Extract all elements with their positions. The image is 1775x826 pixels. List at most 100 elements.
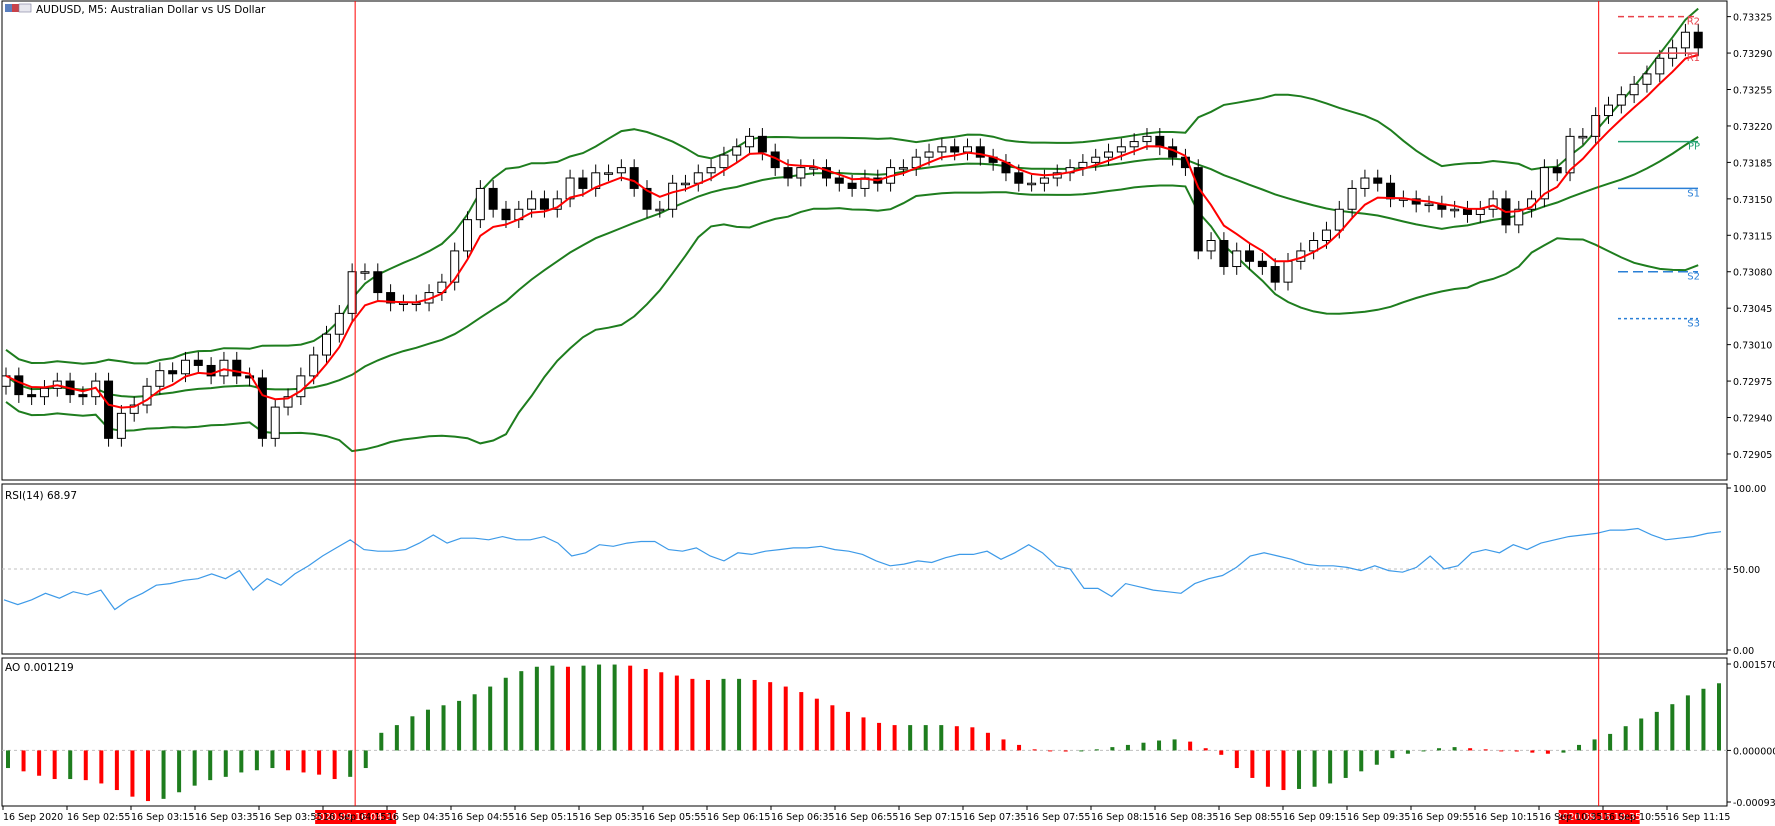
ao-bar bbox=[348, 750, 353, 777]
price-tick-label: 0.73185 bbox=[1733, 158, 1772, 169]
rsi-tick-label: 100.00 bbox=[1733, 484, 1766, 495]
time-tick-label: 16 Sep 04:15 bbox=[323, 812, 386, 823]
candle bbox=[1232, 250, 1242, 268]
candle bbox=[1014, 172, 1024, 184]
ao-bar bbox=[1437, 748, 1442, 751]
ao-bar bbox=[1172, 739, 1177, 751]
ao-bar bbox=[1343, 750, 1348, 778]
time-tick-label: 16 Sep 04:55 bbox=[451, 812, 514, 823]
candle bbox=[1155, 135, 1165, 148]
candle bbox=[745, 135, 755, 148]
ao-bar bbox=[1110, 747, 1115, 751]
candle bbox=[257, 377, 267, 439]
ao-bar bbox=[721, 678, 726, 751]
candle bbox=[206, 364, 216, 377]
candle bbox=[1565, 135, 1575, 174]
ao-bar bbox=[1654, 711, 1659, 751]
ao-bar bbox=[1141, 742, 1146, 751]
ao-bar bbox=[21, 750, 26, 772]
chart-window-icon-c bbox=[18, 3, 32, 13]
time-tick-label: 16 Sep 07:15 bbox=[899, 812, 962, 823]
time-tick-label: 16 Sep 11:15 bbox=[1667, 812, 1730, 823]
candles-layer bbox=[1, 23, 1703, 447]
ao-bar bbox=[674, 675, 679, 751]
ao-bar bbox=[6, 750, 10, 769]
ao-bar bbox=[379, 732, 384, 751]
ao-bar bbox=[1001, 739, 1006, 751]
time-tick-label: 16 Sep 10:55 bbox=[1603, 812, 1666, 823]
candle bbox=[1193, 167, 1203, 252]
ao-bar bbox=[1017, 744, 1022, 751]
time-tick-label: 16 Sep 06:55 bbox=[835, 812, 898, 823]
ao-bar bbox=[1032, 749, 1037, 751]
candle bbox=[1309, 240, 1319, 252]
candle bbox=[1283, 260, 1293, 283]
ema-line bbox=[5, 54, 1699, 409]
ao-bar bbox=[130, 750, 135, 797]
candle bbox=[565, 177, 575, 200]
title-bar: AUDUSD, M5: Australian Dollar vs US Doll… bbox=[5, 3, 266, 16]
candle bbox=[1257, 260, 1267, 268]
vertical-lines[interactable]: 2020.09.16 04:30 2020.09.16 10:35 bbox=[313, 1, 1641, 824]
candle bbox=[1693, 31, 1703, 49]
ao-bar bbox=[1623, 726, 1628, 751]
candle bbox=[1514, 208, 1524, 226]
pivot-s3-label: S3 bbox=[1687, 319, 1700, 330]
price-tick-label: 0.73150 bbox=[1733, 195, 1772, 206]
ao-bar bbox=[363, 750, 368, 769]
candle bbox=[1373, 177, 1383, 184]
candle bbox=[347, 271, 357, 314]
time-tick-label: 16 Sep 2020 bbox=[3, 812, 63, 823]
time-tick-label: 16 Sep 09:55 bbox=[1411, 812, 1474, 823]
ao-bar bbox=[1094, 749, 1099, 751]
time-tick-label: 16 Sep 02:55 bbox=[67, 812, 130, 823]
time-tick-label: 16 Sep 07:55 bbox=[1027, 812, 1090, 823]
candle bbox=[193, 359, 203, 366]
ao-bar bbox=[1639, 718, 1644, 751]
ao-bar bbox=[690, 678, 695, 751]
ao-bar bbox=[814, 698, 819, 751]
ao-bar bbox=[1079, 750, 1084, 752]
candle bbox=[1321, 229, 1331, 242]
ao-bar bbox=[83, 750, 88, 781]
ao-bar bbox=[1717, 683, 1721, 751]
ao-bar bbox=[939, 725, 944, 751]
candle bbox=[1655, 57, 1665, 75]
candle bbox=[1116, 146, 1126, 153]
ao-bar bbox=[52, 750, 57, 780]
candle bbox=[1039, 177, 1049, 184]
candle bbox=[732, 146, 742, 156]
candle bbox=[821, 167, 831, 179]
ao-bar bbox=[503, 677, 508, 751]
candle bbox=[27, 394, 37, 398]
ao-bar bbox=[1452, 747, 1457, 751]
ao-bar bbox=[1328, 750, 1333, 784]
ao-bar bbox=[705, 679, 710, 751]
candle bbox=[283, 396, 293, 408]
rsi-line bbox=[3, 527, 1722, 611]
ao-bar bbox=[1685, 695, 1690, 751]
time-tick-label: 16 Sep 10:15 bbox=[1475, 812, 1538, 823]
candle bbox=[1539, 167, 1549, 200]
candle bbox=[898, 167, 908, 170]
ao-bar bbox=[1577, 744, 1582, 751]
chart-title: AUDUSD, M5: Australian Dollar vs US Doll… bbox=[36, 4, 266, 16]
ao-bar bbox=[861, 717, 866, 751]
ao-layer bbox=[2, 664, 1727, 802]
candle bbox=[668, 182, 678, 210]
ao-bar bbox=[1499, 750, 1504, 752]
candle bbox=[578, 177, 588, 189]
lower-band bbox=[5, 184, 1699, 453]
ao-bar bbox=[1203, 748, 1208, 751]
ao-bar bbox=[37, 750, 42, 776]
candle bbox=[475, 187, 485, 221]
rsi-layer bbox=[2, 527, 1727, 611]
candle bbox=[488, 187, 498, 210]
time-tick-label: 16 Sep 07:35 bbox=[963, 812, 1026, 823]
ao-bar bbox=[472, 694, 477, 751]
ao-bar bbox=[332, 750, 337, 780]
ao-bar bbox=[1234, 750, 1239, 769]
ao-bar bbox=[799, 692, 804, 751]
candle bbox=[1450, 208, 1460, 212]
